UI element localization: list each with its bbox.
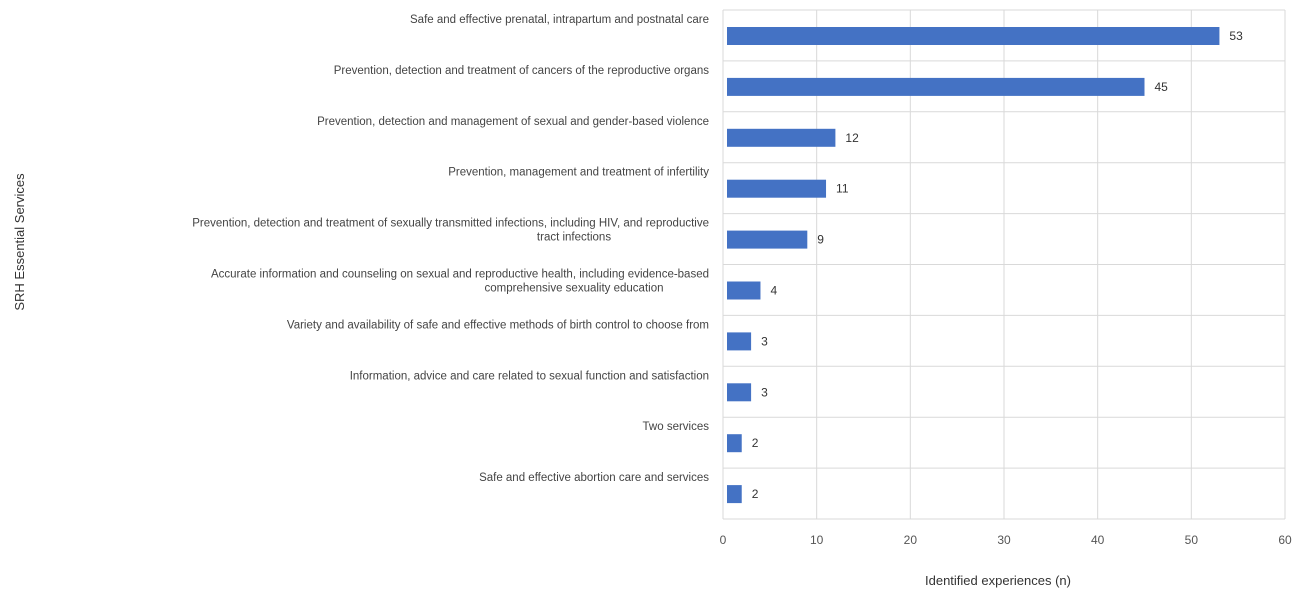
data-label: 12	[845, 131, 859, 145]
data-label: 2	[752, 487, 759, 501]
category-label: tract infections	[537, 232, 611, 244]
x-tick-label: 30	[997, 533, 1011, 547]
gridlines	[722, 9, 1286, 520]
data-label: 3	[761, 334, 768, 348]
category-label: Prevention, management and treatment of …	[448, 167, 709, 179]
category-label: Two services	[643, 421, 710, 433]
x-tick-label: 10	[810, 533, 824, 547]
category-label: Prevention, detection and management of …	[317, 116, 709, 128]
x-tick-label: 20	[904, 533, 918, 547]
bar	[727, 485, 742, 504]
category-label: Accurate information and counseling on s…	[211, 269, 709, 281]
category-label: Safe and effective prenatal, intrapartum…	[410, 14, 709, 26]
bar	[727, 230, 808, 249]
category-labels: Safe and effective prenatal, intrapartum…	[192, 14, 709, 484]
bar	[727, 77, 1145, 96]
data-label: 3	[761, 385, 768, 399]
x-axis-ticks: 0 10 20 30 40 50 60	[720, 533, 1292, 547]
y-axis-title: SRH Essential Services	[12, 173, 27, 311]
data-labels: 53 45 12 11 9 4 3 3 2 2	[752, 29, 1243, 501]
x-tick-label: 40	[1091, 533, 1105, 547]
category-label: Prevention, detection and treatment of s…	[192, 218, 709, 230]
data-label: 53	[1229, 29, 1243, 43]
category-label: comprehensive sexuality education	[485, 283, 664, 295]
bar	[727, 434, 742, 453]
data-label: 2	[752, 436, 759, 450]
bar	[727, 27, 1220, 45]
bars	[727, 27, 1220, 504]
data-label: 4	[770, 284, 777, 298]
x-tick-label: 50	[1185, 533, 1199, 547]
x-tick-label: 60	[1278, 533, 1292, 547]
data-label: 9	[817, 233, 824, 247]
bar	[727, 383, 752, 402]
category-label: Prevention, detection and treatment of c…	[334, 65, 709, 77]
bar	[727, 281, 761, 300]
x-axis-title: Identified experiences (n)	[925, 573, 1071, 588]
category-label: Information, advice and care related to …	[350, 370, 709, 382]
data-label: 11	[836, 182, 849, 196]
bar	[727, 128, 836, 147]
category-label: Variety and availability of safe and eff…	[287, 319, 709, 331]
bar	[727, 179, 827, 198]
bar	[727, 332, 752, 351]
x-tick-label: 0	[720, 533, 727, 547]
data-label: 45	[1155, 80, 1169, 94]
category-label: Safe and effective abortion care and ser…	[479, 472, 709, 484]
